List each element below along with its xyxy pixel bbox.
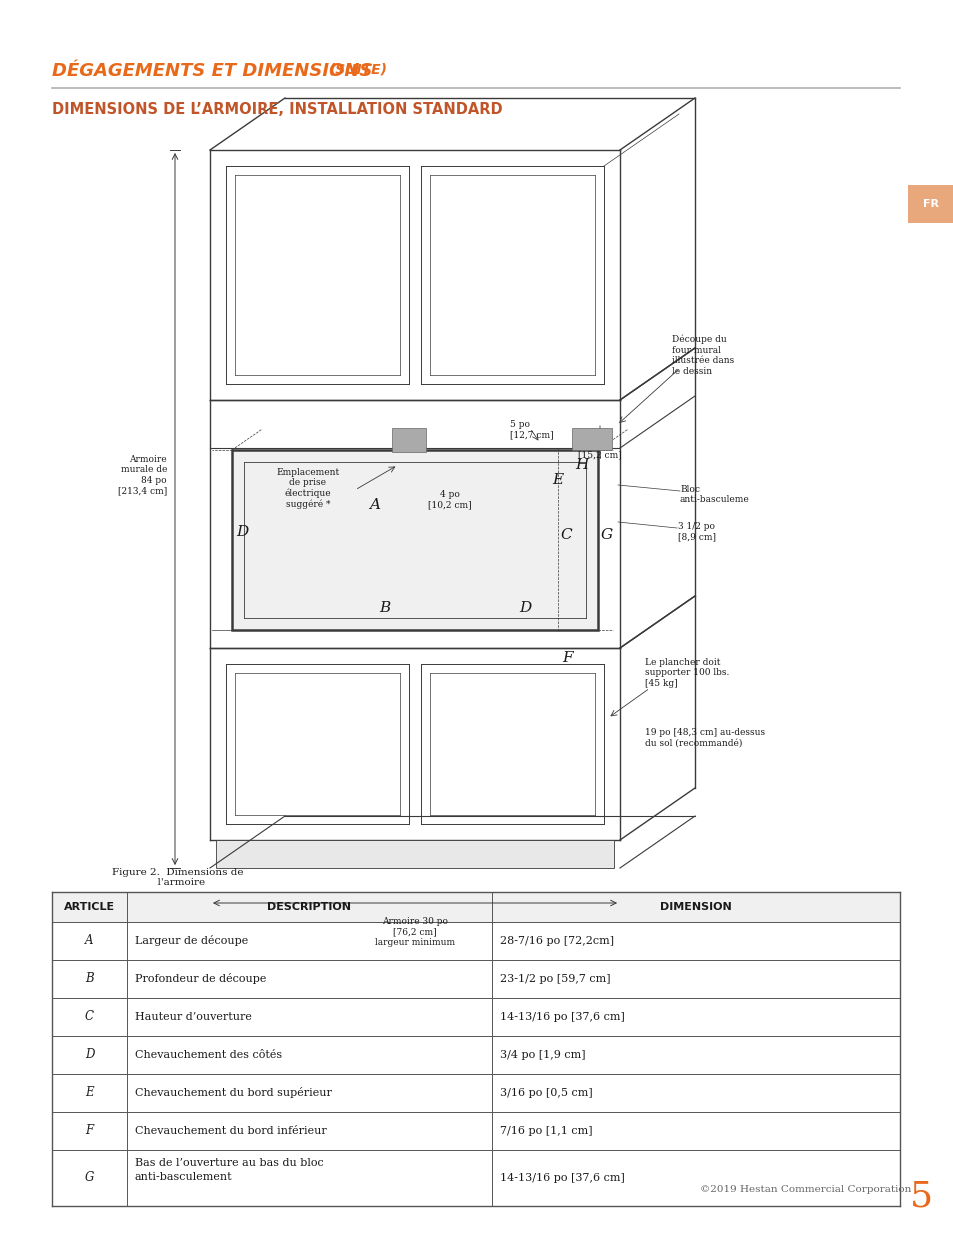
Text: Le plancher doit
supporter 100 lbs.
[45 kg]: Le plancher doit supporter 100 lbs. [45 … <box>644 658 729 688</box>
Text: Armoire
murale de
84 po
[213,4 cm]: Armoire murale de 84 po [213,4 cm] <box>117 454 167 495</box>
Text: DIMENSIONS DE L’ARMOIRE, INSTALLATION STANDARD: DIMENSIONS DE L’ARMOIRE, INSTALLATION ST… <box>52 103 502 117</box>
Text: D: D <box>518 601 531 615</box>
Text: E: E <box>552 473 563 487</box>
Text: DÉGAGEMENTS ET DIMENSIONS: DÉGAGEMENTS ET DIMENSIONS <box>52 62 372 80</box>
Bar <box>52 892 899 923</box>
Text: Hauteur d’ouverture: Hauteur d’ouverture <box>135 1011 252 1023</box>
Text: E: E <box>85 1087 93 1099</box>
Text: 23-1/2 po [59,7 cm]: 23-1/2 po [59,7 cm] <box>499 974 610 984</box>
Text: 14-13/16 po [37,6 cm]: 14-13/16 po [37,6 cm] <box>499 1011 624 1023</box>
Text: Largeur de découpe: Largeur de découpe <box>135 935 248 946</box>
Text: 28-7/16 po [72,2cm]: 28-7/16 po [72,2cm] <box>499 936 614 946</box>
Text: C: C <box>559 529 571 542</box>
Text: F: F <box>86 1125 93 1137</box>
Text: Bloc
anti-basculeme: Bloc anti-basculeme <box>679 485 749 504</box>
Text: Bas de l’ouverture au bas du bloc: Bas de l’ouverture au bas du bloc <box>135 1158 323 1168</box>
Text: Figure 2.  Dimensions de
              l'armoire: Figure 2. Dimensions de l'armoire <box>112 868 243 888</box>
Text: Découpe du
four mural
illustrée dans
le dessin: Découpe du four mural illustrée dans le … <box>671 335 734 375</box>
Text: C: C <box>85 1010 94 1024</box>
Bar <box>907 185 953 224</box>
Text: 5: 5 <box>909 1179 932 1214</box>
Text: DIMENSION: DIMENSION <box>659 902 731 911</box>
Text: B: B <box>85 972 93 986</box>
Text: D: D <box>85 1049 94 1062</box>
Text: G: G <box>85 1172 94 1184</box>
Text: Emplacement
de prise
électrique
suggéré *: Emplacement de prise électrique suggéré … <box>276 468 339 509</box>
Text: F: F <box>562 651 573 664</box>
Text: FR: FR <box>923 199 938 209</box>
Text: Chevauchement du bord inférieur: Chevauchement du bord inférieur <box>135 1126 327 1136</box>
Text: B: B <box>379 601 390 615</box>
Text: D: D <box>235 525 248 538</box>
Text: 6 po
[15,2 cm]: 6 po [15,2 cm] <box>578 440 621 459</box>
Text: ARTICLE: ARTICLE <box>64 902 115 911</box>
Text: 3 1/2 po
[8,9 cm]: 3 1/2 po [8,9 cm] <box>678 522 716 541</box>
Text: 14-13/16 po [37,6 cm]: 14-13/16 po [37,6 cm] <box>499 1173 624 1183</box>
Text: Chevauchement du bord supérieur: Chevauchement du bord supérieur <box>135 1088 332 1098</box>
Text: (SUITE): (SUITE) <box>324 62 387 77</box>
Bar <box>572 429 612 450</box>
Text: Chevauchement des côtés: Chevauchement des côtés <box>135 1050 282 1060</box>
Bar <box>392 429 426 452</box>
Bar <box>215 840 614 868</box>
Text: 7/16 po [1,1 cm]: 7/16 po [1,1 cm] <box>499 1126 592 1136</box>
Text: anti-basculement: anti-basculement <box>135 1172 233 1182</box>
Text: 5 po
[12,7 cm]: 5 po [12,7 cm] <box>510 420 553 440</box>
Text: DESCRIPTION: DESCRIPTION <box>267 902 351 911</box>
Text: 3/16 po [0,5 cm]: 3/16 po [0,5 cm] <box>499 1088 592 1098</box>
Text: G: G <box>600 529 613 542</box>
Text: H: H <box>575 458 588 472</box>
Text: 4 po
[10,2 cm]: 4 po [10,2 cm] <box>428 490 472 509</box>
Text: 19 po [48,3 cm] au-dessus
du sol (recommandé): 19 po [48,3 cm] au-dessus du sol (recomm… <box>644 727 764 747</box>
Text: A: A <box>369 498 380 513</box>
Text: 3/4 po [1,9 cm]: 3/4 po [1,9 cm] <box>499 1050 585 1060</box>
Text: Armoire 30 po
[76,2 cm]
largeur minimum: Armoire 30 po [76,2 cm] largeur minimum <box>375 918 455 947</box>
Text: ©2019 Hestan Commercial Corporation: ©2019 Hestan Commercial Corporation <box>700 1186 910 1194</box>
Text: Profondeur de découpe: Profondeur de découpe <box>135 973 266 984</box>
Text: A: A <box>85 935 93 947</box>
Bar <box>232 450 598 630</box>
